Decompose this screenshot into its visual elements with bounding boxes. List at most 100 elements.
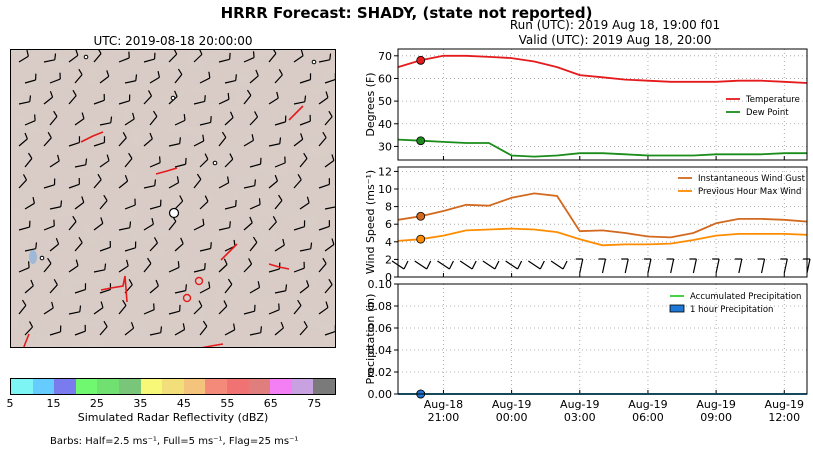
x-tick-label-time: 12:00 xyxy=(768,411,800,424)
wind-barb xyxy=(249,281,261,294)
barb-tick xyxy=(27,261,30,268)
barb-shaft xyxy=(93,99,105,105)
barb-shaft xyxy=(692,258,697,274)
barb-shaft xyxy=(174,163,186,168)
barb-tick xyxy=(306,280,310,287)
barb-tick xyxy=(278,194,283,201)
wind-barb xyxy=(24,152,33,168)
barb-shaft xyxy=(193,224,205,231)
x-tick-label-time: 00:00 xyxy=(496,411,528,424)
barb-tick xyxy=(202,134,205,142)
x-tick-label-time: 03:00 xyxy=(564,411,596,424)
wind-barb xyxy=(550,260,568,270)
barb-shaft xyxy=(249,116,258,126)
barb-shaft xyxy=(249,286,260,294)
barb-tick xyxy=(147,90,153,97)
barb-shaft xyxy=(318,307,329,315)
wind-barb xyxy=(459,260,477,270)
wind-barb xyxy=(199,242,212,252)
wind-barb xyxy=(74,236,83,252)
barb-shaft xyxy=(118,57,130,63)
wind-barb xyxy=(49,110,58,126)
barb-tick xyxy=(252,51,255,58)
barb-shaft xyxy=(299,79,311,84)
wind-barb xyxy=(757,258,766,274)
wind-barb xyxy=(174,68,183,84)
barb-tick xyxy=(173,50,178,55)
barb-tick xyxy=(208,281,211,288)
barb-shaft xyxy=(18,305,27,315)
barb-shaft xyxy=(249,204,261,210)
wind-barb xyxy=(249,69,259,84)
wind-barb xyxy=(268,137,282,147)
series-line xyxy=(397,54,808,84)
wind-barb xyxy=(299,73,312,84)
barb-tick xyxy=(282,238,285,246)
barb-shaft xyxy=(174,329,185,336)
barb-shaft xyxy=(193,305,203,315)
barb-tick xyxy=(331,238,335,245)
series-line xyxy=(397,138,807,158)
legend-entry: Dew Point xyxy=(746,108,789,118)
colorbar-swatch xyxy=(162,379,184,394)
radar-echo xyxy=(220,243,238,261)
barb-shaft xyxy=(324,78,335,84)
wind-barb xyxy=(174,237,184,252)
barb-shaft xyxy=(168,266,180,273)
wind-barb xyxy=(43,132,52,147)
colorbar-swatch xyxy=(313,379,335,394)
barb-tick xyxy=(204,263,206,270)
barb-shaft xyxy=(168,53,178,63)
wind-barb xyxy=(18,220,31,231)
barb-shaft xyxy=(24,158,33,168)
wind-barb xyxy=(74,283,87,294)
current-point-marker xyxy=(416,234,426,244)
wind-barb xyxy=(482,260,500,270)
barb-shaft xyxy=(193,140,205,147)
wind-barb xyxy=(218,300,228,315)
wind-barb xyxy=(224,323,236,336)
wind-barb xyxy=(68,177,80,189)
colorbar-tick-label: 35 xyxy=(133,397,148,410)
wind-barb xyxy=(168,50,178,63)
barb-shaft xyxy=(224,329,235,336)
radar-map xyxy=(10,49,336,348)
barb-shaft xyxy=(74,201,85,210)
barb-shaft xyxy=(670,258,675,274)
barb-tick xyxy=(176,176,180,183)
barb-shaft xyxy=(274,162,286,168)
wind-barb xyxy=(168,304,181,315)
barb-shaft xyxy=(43,137,52,147)
barb-tick xyxy=(221,131,227,138)
barb-shaft xyxy=(149,332,161,336)
wind-barb xyxy=(218,92,230,105)
barb-shaft xyxy=(783,258,788,274)
barb-tick xyxy=(72,89,77,96)
barb-shaft xyxy=(738,258,743,274)
wind-barb xyxy=(43,53,57,63)
colorbar-swatch xyxy=(97,379,119,394)
barb-tick xyxy=(325,91,329,98)
barb-tick xyxy=(81,196,85,203)
radar-cell xyxy=(194,276,204,286)
wind-barb xyxy=(318,178,330,189)
barb-tick xyxy=(124,174,129,182)
barb-shaft xyxy=(199,121,211,126)
barb-tick xyxy=(185,284,187,291)
wind-barb xyxy=(780,258,788,274)
barb-shaft xyxy=(74,330,86,336)
wind-barb xyxy=(249,157,262,168)
barb-shaft xyxy=(49,160,60,168)
barb-shaft xyxy=(18,101,30,105)
colorbar-swatch xyxy=(205,379,227,394)
barb-shaft xyxy=(293,179,302,189)
colorbar-tick-label: 65 xyxy=(263,397,278,410)
wind-barb xyxy=(18,50,29,63)
barb-shaft xyxy=(18,226,30,231)
barb-shaft xyxy=(168,182,179,189)
barb-shaft xyxy=(218,98,230,105)
barb-shaft xyxy=(324,244,335,252)
barb-shaft xyxy=(193,100,205,105)
barb-tick xyxy=(103,320,108,327)
barb-shaft xyxy=(49,284,58,294)
